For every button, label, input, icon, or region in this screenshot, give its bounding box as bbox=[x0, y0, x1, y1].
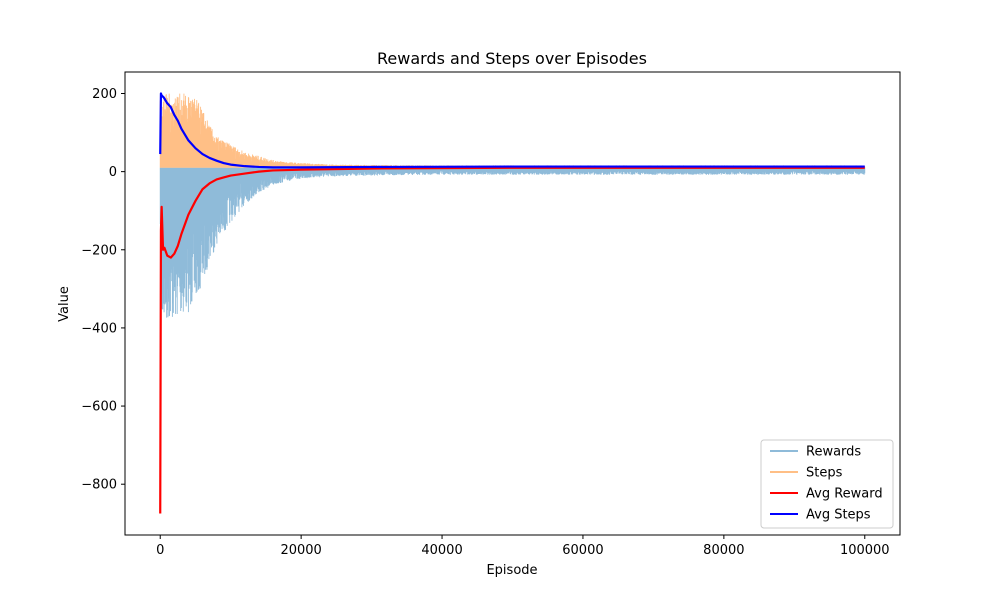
series-avg-reward-line bbox=[159, 166, 865, 514]
y-tick-label: −200 bbox=[81, 243, 117, 258]
axes: 0 20000 40000 60000 80000 100000 200 0 −200 −400 −… bbox=[81, 71, 901, 558]
y-tick-label: −600 bbox=[81, 400, 117, 415]
y-tick-label: 0 bbox=[109, 165, 117, 180]
x-tick-label: 0 bbox=[156, 543, 164, 558]
x-tick-label: 60000 bbox=[562, 543, 603, 558]
x-tick-label: 20000 bbox=[280, 543, 321, 558]
legend-box bbox=[760, 439, 894, 529]
y-tick-label: −800 bbox=[81, 478, 117, 493]
y-tick-label: 200 bbox=[92, 87, 117, 102]
legend-label: Rewards bbox=[806, 445, 861, 460]
series-rewards-band bbox=[159, 167, 866, 323]
legend-label: Steps bbox=[806, 466, 843, 481]
y-tick-label: −400 bbox=[81, 321, 117, 336]
x-tick-label: 40000 bbox=[421, 543, 462, 558]
x-tick-label: 100000 bbox=[840, 543, 890, 558]
axes-frame bbox=[124, 71, 901, 536]
legend: Rewards Steps Avg Reward Avg Steps bbox=[760, 439, 894, 529]
x-axis-title: Episode bbox=[486, 563, 537, 578]
x-tick-label: 80000 bbox=[703, 543, 744, 558]
legend-label: Avg Reward bbox=[806, 487, 883, 502]
y-axis-title: Value bbox=[57, 286, 72, 322]
legend-label: Avg Steps bbox=[806, 508, 871, 523]
plot-area bbox=[159, 92, 866, 514]
chart-title: Rewards and Steps over Episodes bbox=[377, 49, 647, 68]
series-avg-steps-line bbox=[159, 92, 865, 169]
